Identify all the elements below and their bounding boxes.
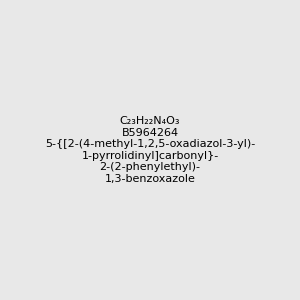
Text: C₂₃H₂₂N₄O₃
B5964264
5-{[2-(4-methyl-1,2,5-oxadiazol-3-yl)-
1-pyrrolidinyl]carbon: C₂₃H₂₂N₄O₃ B5964264 5-{[2-(4-methyl-1,2,… [45, 116, 255, 184]
